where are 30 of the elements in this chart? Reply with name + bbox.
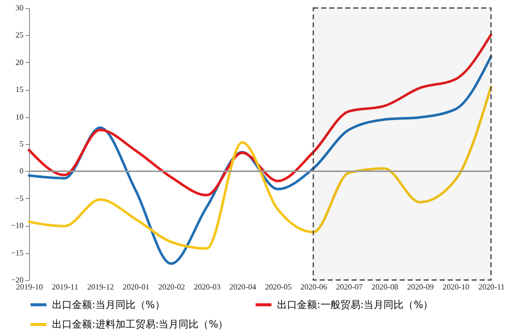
- y-tick-label: 25: [16, 30, 24, 40]
- y-tick-label: −20: [10, 276, 24, 284]
- x-tick-label: 2020-04: [229, 282, 256, 292]
- x-tick-label: 2020-03: [194, 282, 221, 292]
- y-tick-label: 0: [20, 166, 24, 176]
- x-tick-label: 2020-01: [122, 282, 150, 292]
- legend-label: 出口金额:一般贸易:当月同比（%）: [277, 298, 434, 311]
- y-tick-label: −15: [10, 248, 24, 258]
- x-tick-label: 2020-06: [300, 282, 328, 292]
- x-tick-label: 2019-11: [52, 282, 78, 292]
- x-tick-label: 2020-08: [372, 282, 398, 292]
- x-tick-label: 2019-10: [16, 282, 43, 292]
- x-tick-label: 2019-12: [87, 282, 114, 292]
- y-tick-label: −10: [10, 221, 24, 230]
- x-tick-label: 2020-10: [442, 282, 470, 292]
- y-tick-label: 30: [16, 4, 24, 12]
- legend-label: 出口金额:当月同比（%）: [52, 298, 165, 311]
- y-tick-label: 15: [16, 85, 24, 94]
- x-tick-label: 2020-09: [407, 282, 434, 292]
- x-tick-label: 2020-07: [336, 282, 363, 292]
- y-tick-label: 5: [20, 140, 24, 148]
- line-series: [28, 33, 492, 196]
- x-tick-label: 2020-02: [158, 282, 185, 292]
- legend-label: 出口金额:进料加工贸易:当月同比（%）: [52, 318, 228, 330]
- line-series: [28, 86, 492, 250]
- y-tick-label: 20: [16, 58, 24, 67]
- x-tick-label: 2020-05: [264, 282, 292, 292]
- x-tick-label: 2020-11: [478, 282, 505, 292]
- y-tick-label: −5: [14, 194, 24, 203]
- y-tick-label: 10: [16, 112, 24, 122]
